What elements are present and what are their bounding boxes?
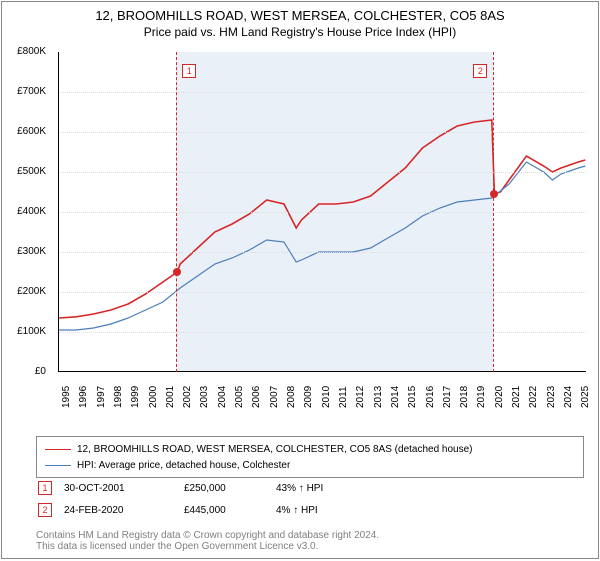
sale-marker-dot [490, 190, 498, 198]
gridline [59, 292, 586, 293]
x-tick-label: 2025 [580, 386, 591, 408]
chart-area: £0£100K£200K£300K£400K£500K£600K£700K£80… [10, 48, 590, 418]
x-tick-label: 2011 [338, 386, 349, 408]
reference-marker: 2 [473, 64, 487, 78]
x-tick-label: 2007 [269, 386, 280, 408]
sale-marker-dot [173, 268, 181, 276]
y-tick-label: £600K [6, 126, 46, 137]
x-tick-label: 1997 [96, 386, 107, 408]
gridline [59, 212, 586, 213]
reference-marker: 1 [182, 64, 196, 78]
sale-date: 24-FEB-2020 [64, 500, 182, 520]
x-tick-label: 2000 [148, 386, 159, 408]
x-tick-label: 2002 [182, 386, 193, 408]
x-tick-label: 2010 [321, 386, 332, 408]
x-tick-label: 2018 [459, 386, 470, 408]
attribution-text: Contains HM Land Registry data © Crown c… [36, 530, 379, 552]
x-tick-label: 1998 [113, 386, 124, 408]
sale-date: 30-OCT-2001 [64, 478, 182, 498]
series-line [59, 162, 585, 330]
legend-label: 12, BROOMHILLS ROAD, WEST MERSEA, COLCHE… [77, 444, 473, 455]
sale-price: £445,000 [184, 500, 274, 520]
x-tick-label: 2016 [425, 386, 436, 408]
x-tick-label: 2014 [390, 386, 401, 408]
x-tick-label: 2020 [494, 386, 505, 408]
legend-label: HPI: Average price, detached house, Colc… [77, 460, 290, 471]
y-tick-label: £700K [6, 86, 46, 97]
legend-swatch [45, 449, 71, 450]
plot-region [58, 52, 586, 372]
chart-subtitle: Price paid vs. HM Land Registry's House … [2, 25, 598, 39]
attribution-line2: This data is licensed under the Open Gov… [36, 541, 379, 552]
y-tick-label: £500K [6, 166, 46, 177]
legend-swatch [45, 465, 71, 466]
x-tick-label: 2009 [303, 386, 314, 408]
x-tick-label: 2021 [511, 386, 522, 408]
legend-item: HPI: Average price, detached house, Colc… [45, 457, 575, 473]
table-row: 1 30-OCT-2001£250,00043% ↑ HPI [38, 478, 333, 498]
y-tick-label: £800K [6, 46, 46, 57]
x-tick-label: 2023 [546, 386, 557, 408]
x-tick-label: 2022 [528, 386, 539, 408]
sale-delta: 43% ↑ HPI [276, 478, 333, 498]
y-tick-label: £200K [6, 286, 46, 297]
x-tick-label: 2017 [442, 386, 453, 408]
x-tick-label: 2019 [476, 386, 487, 408]
x-tick-label: 2013 [373, 386, 384, 408]
table-row: 2 24-FEB-2020£445,0004% ↑ HPI [38, 500, 333, 520]
y-tick-label: £400K [6, 206, 46, 217]
y-tick-label: £0 [6, 366, 46, 377]
x-tick-label: 1999 [130, 386, 141, 408]
gridline [59, 332, 586, 333]
x-tick-label: 2001 [165, 386, 176, 408]
sale-marker-icon: 2 [38, 503, 52, 517]
gridline [59, 92, 586, 93]
gridline [59, 132, 586, 133]
x-tick-label: 2015 [407, 386, 418, 408]
attribution-line1: Contains HM Land Registry data © Crown c… [36, 530, 379, 541]
reference-line [176, 52, 177, 372]
sale-price: £250,000 [184, 478, 274, 498]
figure-container: 12, BROOMHILLS ROAD, WEST MERSEA, COLCHE… [1, 1, 599, 559]
y-tick-label: £100K [6, 326, 46, 337]
sales-table: 1 30-OCT-2001£250,00043% ↑ HPI 2 24-FEB-202… [36, 476, 335, 522]
y-tick-label: £300K [6, 246, 46, 257]
x-tick-label: 2024 [563, 386, 574, 408]
gridline [59, 172, 586, 173]
reference-line [493, 52, 494, 372]
x-tick-label: 1996 [78, 386, 89, 408]
series-line [59, 120, 585, 318]
x-tick-label: 2004 [217, 386, 228, 408]
gridline [59, 252, 586, 253]
legend: 12, BROOMHILLS ROAD, WEST MERSEA, COLCHE… [36, 436, 584, 478]
sale-delta: 4% ↑ HPI [276, 500, 333, 520]
x-tick-label: 1995 [61, 386, 72, 408]
x-tick-label: 2006 [251, 386, 262, 408]
sale-marker-icon: 1 [38, 481, 52, 495]
x-tick-label: 2003 [199, 386, 210, 408]
x-tick-label: 2005 [234, 386, 245, 408]
legend-item: 12, BROOMHILLS ROAD, WEST MERSEA, COLCHE… [45, 441, 575, 457]
x-tick-label: 2012 [355, 386, 366, 408]
x-tick-label: 2008 [286, 386, 297, 408]
chart-title: 12, BROOMHILLS ROAD, WEST MERSEA, COLCHE… [2, 8, 598, 23]
